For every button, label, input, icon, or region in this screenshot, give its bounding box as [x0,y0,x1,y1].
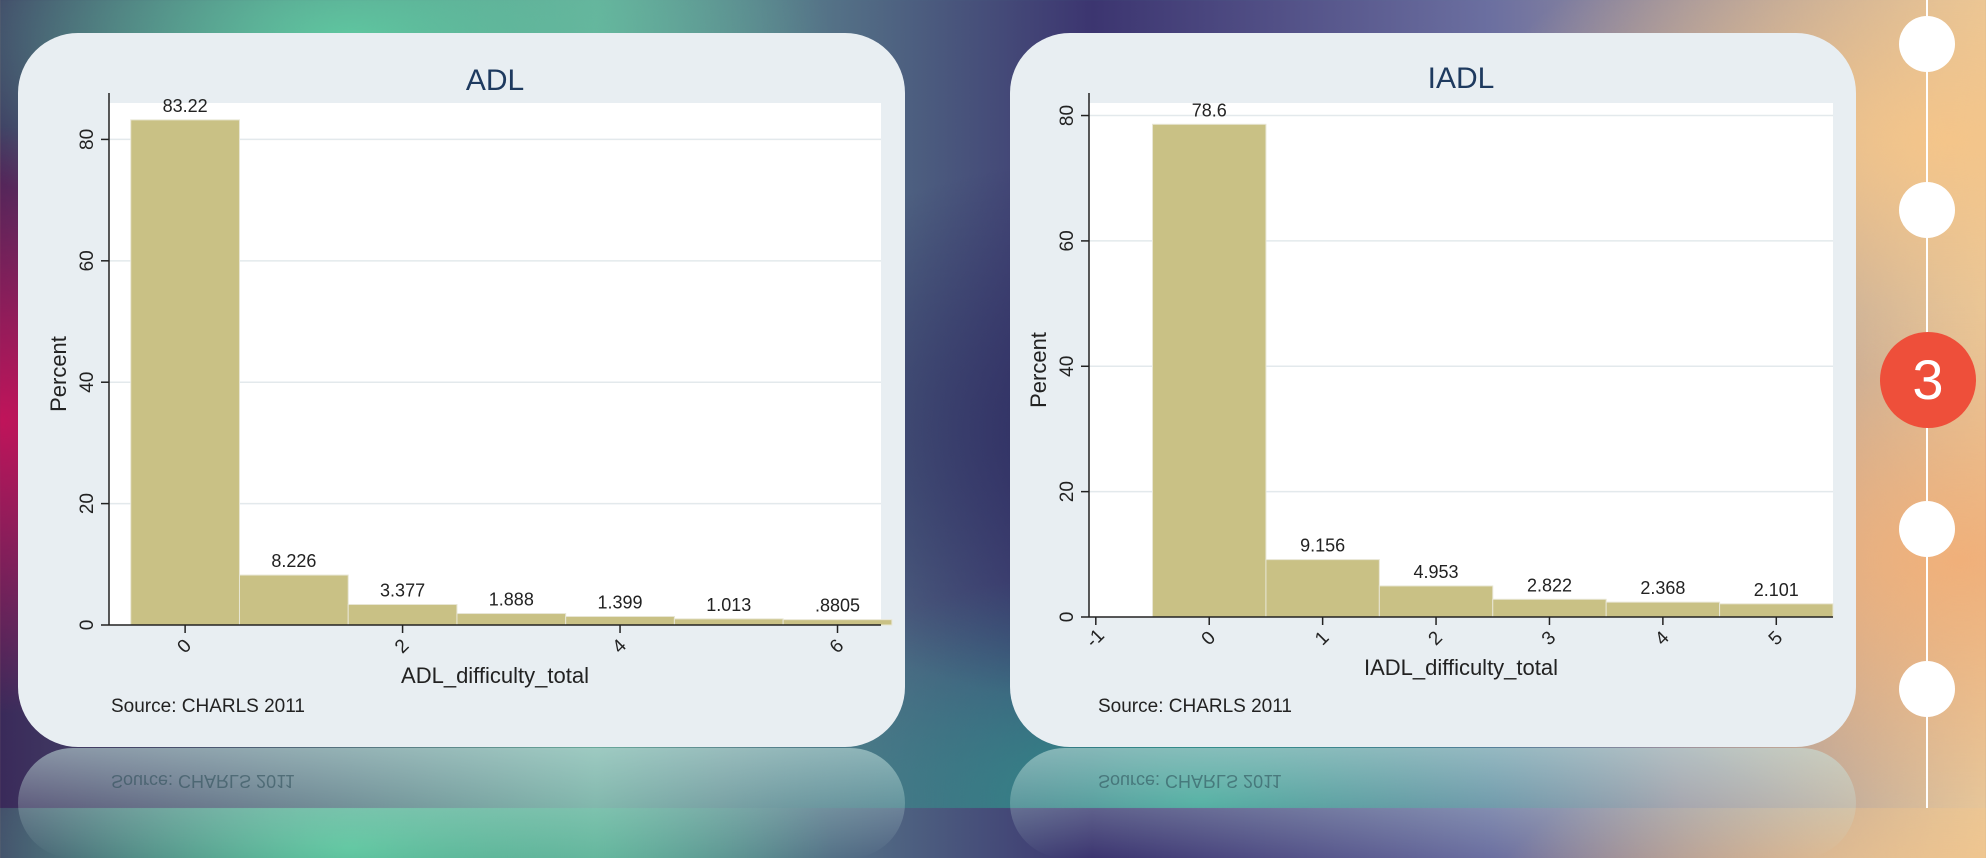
bar-value-label: 1.013 [706,595,751,615]
x-tick-label: 3 [1538,627,1560,649]
x-tick-label: 5 [1765,627,1787,649]
panel-reflection-iadl: Source: CHARLS 2011 [1010,748,1856,858]
x-tick-label: 4 [1651,627,1674,650]
chart-title: IADL [1428,62,1495,95]
bar-value-label: 2.101 [1754,580,1799,600]
bar [565,616,675,626]
y-tick-label: 60 [1057,230,1078,251]
y-tick-label: 20 [1057,481,1078,502]
x-tick-label: -1 [1082,625,1109,652]
x-tick-label: 0 [1198,627,1220,649]
bar [456,613,567,626]
bar-value-label: 2.368 [1640,578,1685,598]
x-tick-label: 2 [391,635,413,657]
y-tick-label: 80 [1057,105,1078,126]
bar-value-label: 8.226 [271,551,316,571]
y-tick-label: 0 [77,620,98,631]
x-tick-label: 0 [174,635,196,657]
bar-value-label: .8805 [815,596,860,616]
bar [1265,559,1380,618]
y-tick-label: 20 [77,493,98,514]
timeline-step-4[interactable] [1899,501,1955,557]
y-tick-label: 0 [1057,612,1078,623]
y-tick-label: 60 [77,250,98,271]
chart-panel-adl: ADL 0 20 40 60 80 83.22 8.226 3.377 1.888 1.399 1.0… [18,33,905,747]
x-axis-title: IADL_difficulty_total [1364,655,1558,680]
x-tick-label: 4 [609,635,632,658]
y-axis-title: Percent [46,336,71,412]
source-note: Source: CHARLS 2011 [111,696,305,717]
y-tick-label: 40 [1057,356,1078,377]
bar [347,604,458,626]
x-tick-label: 6 [826,635,848,657]
bar-value-label: 83.22 [163,96,208,116]
panel-reflection-adl: Source: CHARLS 2011 [18,748,905,858]
y-axis-title: Percent [1026,332,1051,408]
chart-panel-iadl: IADL 0 20 40 60 80 78.6 9.156 4.953 2.822 2.368 2.1… [1010,33,1856,747]
bar [238,574,349,626]
timeline-step-5[interactable] [1899,661,1955,717]
bar-value-label: 4.953 [1414,562,1459,582]
bar-value-label: 1.399 [598,593,643,613]
timeline-step-3-active[interactable]: 3 [1880,332,1976,428]
bar [1719,603,1834,618]
bar [782,619,893,626]
reflection-source-adl: Source: CHARLS 2011 [111,771,295,791]
x-tick-label: 1 [1311,627,1333,649]
bar-value-label: 3.377 [380,581,425,601]
timeline-step-2[interactable] [1899,182,1955,238]
bar [673,618,784,626]
y-tick-label: 40 [77,372,98,393]
reflection-source-iadl: Source: CHARLS 2011 [1098,771,1282,791]
bar-value-label: 78.6 [1192,100,1227,120]
bar [1378,585,1494,618]
x-tick-label: 2 [1425,627,1447,649]
timeline-step-1[interactable] [1899,16,1955,72]
bar [1152,123,1267,618]
bar-value-label: 9.156 [1300,536,1345,556]
source-note: Source: CHARLS 2011 [1098,696,1292,717]
y-tick-label: 80 [77,129,98,150]
bar [1492,598,1607,618]
bar-value-label: 2.822 [1527,575,1572,595]
bar [130,119,240,626]
x-axis-title: ADL_difficulty_total [401,663,589,688]
bar-value-label: 1.888 [489,590,534,610]
chart-title: ADL [466,64,524,97]
bar [1605,601,1721,618]
